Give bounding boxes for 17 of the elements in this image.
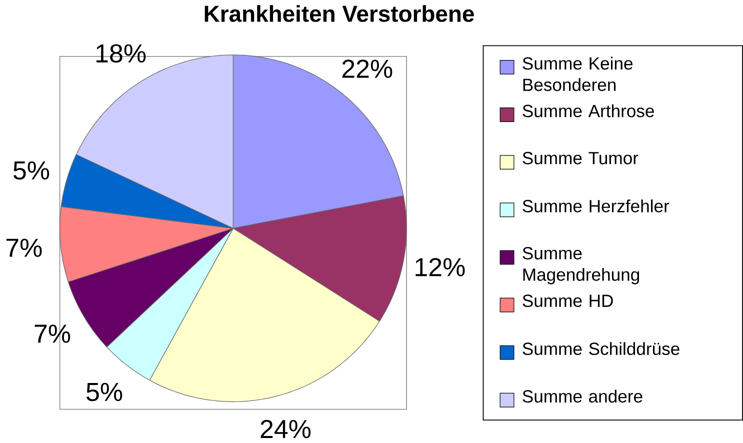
data-label: 5%	[86, 382, 122, 402]
data-label: 7%	[6, 238, 42, 257]
data-label: 12%	[416, 258, 465, 276]
legend-label: Summe Schilddrüse	[522, 342, 680, 355]
legend-label: Summe Herzfehler	[522, 199, 670, 212]
legend-label: Summe Arthrose	[522, 104, 654, 118]
data-label: 18%	[96, 44, 146, 62]
legend-label: Summe Keine Besonderen	[522, 56, 632, 91]
data-label: 5%	[13, 161, 50, 180]
data-label: 22%	[342, 59, 392, 78]
legend-label: Summe HD	[522, 294, 613, 307]
legend-label: Summe Magendrehung	[522, 246, 639, 284]
chart-title: Krankheiten Verstorbene	[204, 4, 474, 22]
legend-label: Summe andere	[522, 390, 642, 403]
legend-label: Summe Tumor	[522, 152, 638, 164]
data-label: 24%	[260, 420, 311, 438]
data-label: 7%	[34, 324, 70, 343]
